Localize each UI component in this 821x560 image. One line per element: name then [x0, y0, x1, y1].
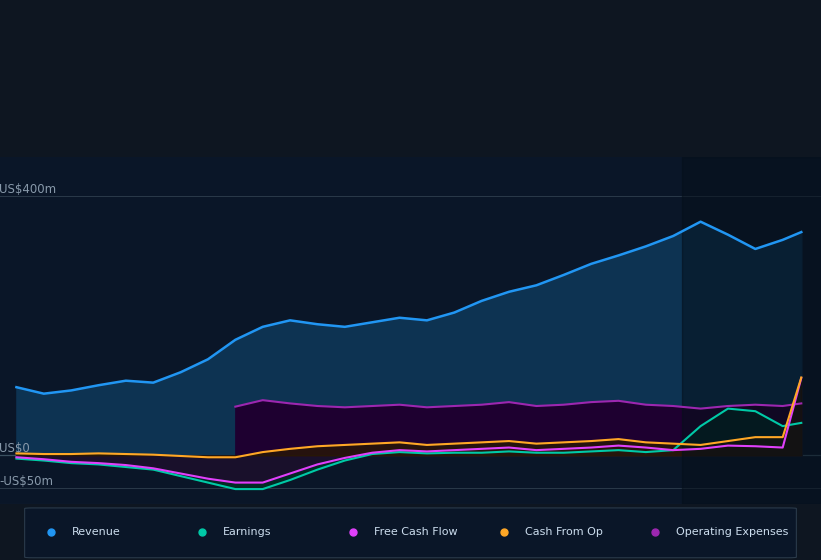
FancyBboxPatch shape — [25, 508, 796, 558]
Text: -US$50m: -US$50m — [0, 475, 53, 488]
Text: US$50.349m: US$50.349m — [635, 60, 709, 70]
Text: US$79.938m: US$79.938m — [635, 140, 709, 150]
Text: profit margin: profit margin — [740, 80, 808, 90]
Text: Revenue: Revenue — [71, 527, 120, 537]
Text: Cash From Op: Cash From Op — [470, 120, 544, 130]
Text: Free Cash Flow: Free Cash Flow — [374, 527, 457, 537]
Text: Operating Expenses: Operating Expenses — [676, 527, 788, 537]
Text: US$400m: US$400m — [0, 183, 57, 196]
Text: /yr: /yr — [740, 140, 754, 150]
Bar — [682, 157, 821, 504]
Text: Earnings: Earnings — [470, 60, 516, 70]
Text: Operating Expenses: Operating Expenses — [470, 140, 576, 150]
Text: /yr: /yr — [740, 60, 754, 70]
Text: /yr: /yr — [740, 40, 754, 50]
Text: Cash From Op: Cash From Op — [525, 527, 603, 537]
Text: US$343.815m: US$343.815m — [635, 40, 717, 50]
Text: /yr: /yr — [740, 120, 754, 130]
Text: US$120.006m: US$120.006m — [635, 120, 717, 130]
Text: Free Cash Flow: Free Cash Flow — [470, 100, 548, 110]
Text: Earnings: Earnings — [222, 527, 271, 537]
Text: 14.6%: 14.6% — [635, 80, 672, 90]
Text: /yr: /yr — [740, 100, 754, 110]
Text: Revenue: Revenue — [470, 40, 516, 50]
Text: Sep 30 2022: Sep 30 2022 — [470, 20, 544, 30]
Text: US$118.980m: US$118.980m — [635, 100, 717, 110]
Text: US$0: US$0 — [0, 442, 30, 455]
